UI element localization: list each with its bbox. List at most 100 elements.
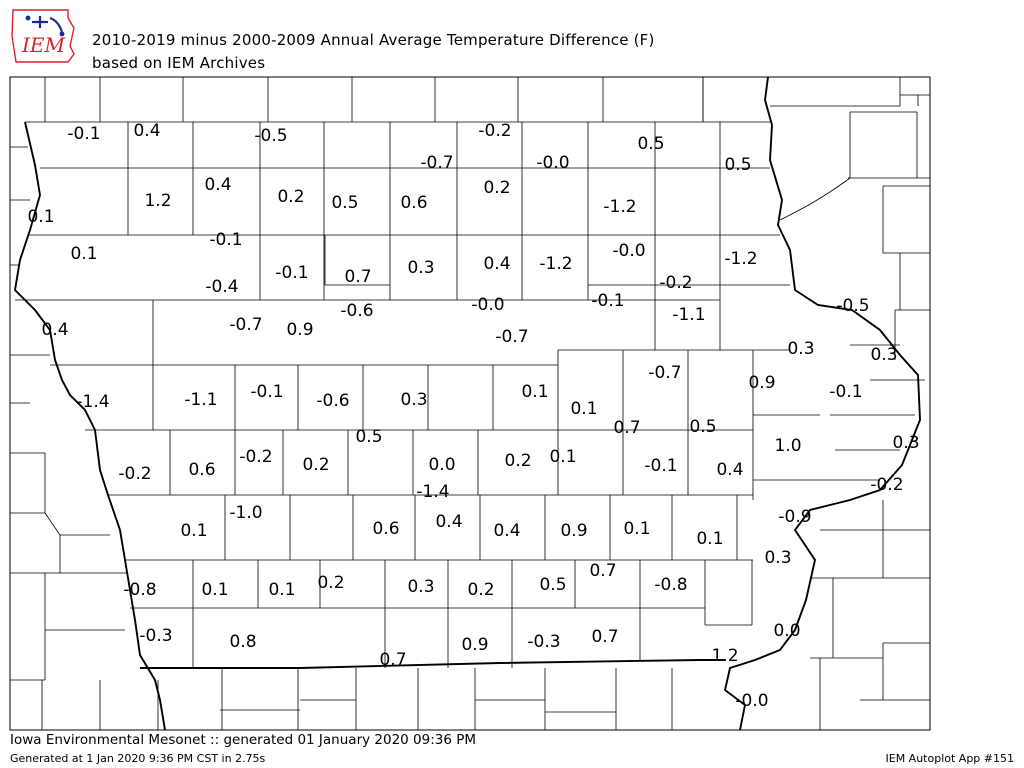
iem-logo: IEM: [11, 9, 75, 63]
footer-credit: Iowa Environmental Mesonet :: generated …: [10, 732, 477, 748]
map-subtitle: based on IEM Archives: [92, 54, 266, 72]
value-label: 0.5: [331, 193, 358, 213]
value-label: -1.2: [539, 254, 572, 274]
value-label: 0.4: [435, 512, 462, 532]
value-label: -0.0: [471, 295, 504, 315]
value-label: -0.9: [778, 507, 811, 527]
value-label: 0.9: [560, 521, 587, 541]
value-label: 0.9: [748, 373, 775, 393]
neighbor-state-boundaries: [10, 77, 930, 730]
value-label: -0.1: [67, 124, 100, 144]
value-label: 0.7: [613, 418, 640, 438]
value-label: 0.3: [764, 548, 791, 568]
value-label: -0.7: [495, 327, 528, 347]
value-label: 0.3: [407, 577, 434, 597]
value-label: 0.9: [461, 635, 488, 655]
value-label: 0.6: [188, 460, 215, 480]
value-label: 0.7: [591, 627, 618, 647]
value-label: 0.4: [483, 254, 510, 274]
value-label: 1.0: [774, 436, 801, 456]
value-label: -0.0: [536, 153, 569, 173]
value-label: 0.1: [70, 244, 97, 264]
value-label: 0.3: [407, 258, 434, 278]
value-label: -0.1: [591, 291, 624, 311]
value-label: 0.3: [787, 339, 814, 359]
value-label: -0.3: [139, 626, 172, 646]
value-label: 0.1: [623, 519, 650, 539]
value-label: 0.4: [716, 460, 743, 480]
value-label: 0.4: [133, 121, 160, 141]
value-label: -1.4: [416, 482, 449, 502]
value-label: -0.0: [612, 241, 645, 261]
value-label: 0.5: [689, 417, 716, 437]
county-boundaries: [15, 121, 880, 668]
value-label: 0.2: [302, 455, 329, 475]
value-label: -1.4: [76, 392, 109, 412]
value-label: 0.6: [372, 519, 399, 539]
value-label: -0.4: [205, 277, 238, 297]
value-label: -0.1: [275, 263, 308, 283]
value-label: -0.8: [654, 575, 687, 595]
state-border-rivers: [13, 76, 921, 731]
value-label: -1.2: [724, 249, 757, 269]
value-label: -0.6: [340, 301, 373, 321]
value-label: -0.1: [829, 382, 862, 402]
value-label: -0.7: [420, 153, 453, 173]
value-label: 0.7: [379, 650, 406, 670]
value-label: 0.2: [467, 580, 494, 600]
value-label: 0.5: [539, 575, 566, 595]
footer-app-id: IEM Autoplot App #151: [885, 752, 1015, 765]
value-label: 0.2: [483, 178, 510, 198]
value-label: -0.8: [123, 580, 156, 600]
value-label: -1.1: [184, 390, 217, 410]
value-label: -0.2: [118, 464, 151, 484]
value-label: -0.1: [644, 456, 677, 476]
value-label: 1.2: [711, 646, 738, 666]
value-label: 0.2: [317, 573, 344, 593]
value-label: -0.2: [239, 447, 272, 467]
value-label: 0.7: [344, 267, 371, 287]
value-label: -0.7: [229, 315, 262, 335]
value-label: -0.2: [659, 273, 692, 293]
value-label: 0.6: [400, 193, 427, 213]
value-label: 0.1: [180, 521, 207, 541]
value-labels: -0.1 0.4 -0.5 -0.2 -0.7 -0.0 0.5 0.5 1.2…: [27, 121, 919, 711]
value-label: -0.6: [316, 391, 349, 411]
value-label: 0.1: [570, 399, 597, 419]
value-label: -1.2: [603, 197, 636, 217]
value-label: 0.8: [229, 632, 256, 652]
value-label: 0.1: [521, 382, 548, 402]
value-label: 0.2: [504, 451, 531, 471]
value-label: 1.2: [144, 191, 171, 211]
value-label: -0.1: [209, 230, 242, 250]
value-label: 0.4: [41, 320, 68, 340]
value-label: 0.5: [724, 155, 751, 175]
value-label: -0.2: [870, 475, 903, 495]
map-frame: [9, 76, 931, 731]
value-label: -0.7: [648, 363, 681, 383]
value-label: 0.2: [277, 187, 304, 207]
value-label: 0.4: [204, 175, 231, 195]
value-label: 0.1: [549, 447, 576, 467]
value-label: 0.5: [637, 134, 664, 154]
value-label: -1.1: [672, 305, 705, 325]
footer-generated: Generated at 1 Jan 2020 9:36 PM CST in 2…: [10, 752, 266, 765]
map-title: 2010-2019 minus 2000-2009 Annual Average…: [92, 31, 655, 49]
value-label: -0.3: [527, 632, 560, 652]
value-label: 0.5: [355, 427, 382, 447]
value-label: 0.3: [870, 345, 897, 365]
value-label: -1.0: [229, 503, 262, 523]
value-label: 0.3: [400, 390, 427, 410]
value-label: 0.4: [493, 521, 520, 541]
value-label: 0.3: [892, 433, 919, 453]
value-label: -0.0: [735, 691, 768, 711]
value-label: 0.1: [696, 529, 723, 549]
logo-text: IEM: [21, 33, 66, 57]
value-label: 0.0: [428, 455, 455, 475]
value-label: -0.1: [250, 382, 283, 402]
value-label: 0.1: [268, 580, 295, 600]
value-label: 0.0: [773, 621, 800, 641]
value-label: -0.5: [254, 126, 287, 146]
value-label: 0.7: [589, 561, 616, 581]
